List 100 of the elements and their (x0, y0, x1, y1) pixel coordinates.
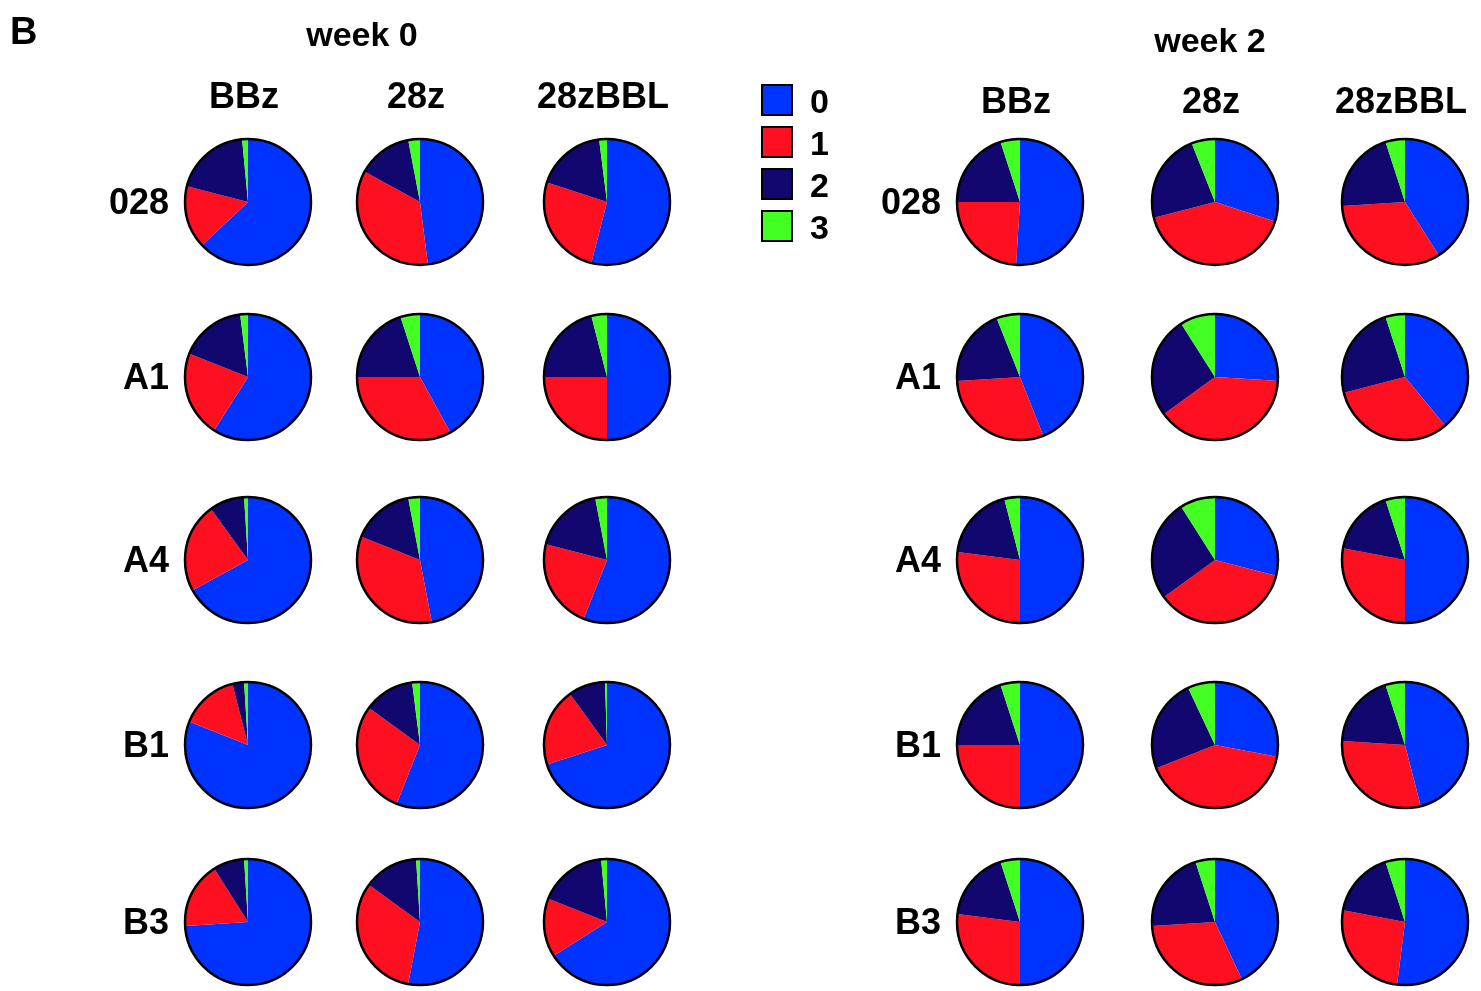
pie-slice (957, 862, 1020, 922)
text: A4 (122, 539, 169, 580)
pie-slice (1020, 497, 1083, 623)
chart-title: BBz (209, 75, 279, 116)
pie-slice (357, 707, 420, 804)
pie-slice (1215, 314, 1278, 381)
text: B1 (894, 724, 941, 765)
text: B1 (122, 724, 169, 765)
pie-slice (357, 377, 451, 440)
pie-slice (1004, 497, 1020, 560)
pie-slice (1342, 548, 1405, 623)
pie-slice (408, 859, 483, 985)
pie-slice (957, 745, 1020, 808)
pie-slice (1188, 682, 1215, 745)
pie-slice (553, 859, 670, 985)
pie-slice (408, 139, 420, 202)
pie-slice (595, 497, 607, 560)
pie-slice (185, 509, 248, 591)
pie-slice (1020, 314, 1083, 436)
chart-title: 28z (1181, 80, 1241, 121)
pie-slice (357, 536, 432, 623)
pie-slice (214, 314, 311, 440)
pie-slice (1385, 497, 1405, 560)
pie-slice (420, 314, 483, 433)
pie-slice (1152, 922, 1242, 985)
chart-title: 28zBBL (536, 75, 670, 116)
pie-slice (547, 682, 670, 808)
chart-title: BBz (981, 80, 1051, 121)
pie-slice (1342, 741, 1421, 808)
text: B (10, 10, 38, 52)
pie-slice (369, 682, 420, 745)
pie-slice (357, 317, 420, 377)
chart-title: 28zBBL (1334, 80, 1468, 121)
pie-slice (569, 682, 607, 745)
pie-slice (544, 315, 607, 377)
legend-label: 2 (810, 166, 829, 204)
pie-slice (547, 139, 607, 202)
pie-slice (544, 694, 607, 765)
pie-slice (357, 171, 428, 265)
pie-slice (1343, 500, 1405, 560)
pie-slice (1215, 497, 1278, 576)
pie-slice (1020, 859, 1083, 985)
pie-slice (957, 142, 1020, 202)
pie-slice (210, 497, 248, 560)
pie-slice (1164, 377, 1278, 440)
pie-slice (214, 859, 248, 922)
pie-slice (1000, 139, 1020, 202)
pie-slice (1385, 859, 1405, 922)
pie-slice (192, 497, 311, 623)
text: A1 (122, 356, 169, 397)
pie-slice (400, 314, 420, 377)
text: B3 (122, 901, 169, 942)
pie-slice (1153, 202, 1275, 265)
pie-slice (1215, 139, 1278, 222)
legend-label: 1 (810, 124, 829, 162)
pie-slice (1020, 682, 1083, 808)
pie-slice (1016, 139, 1083, 265)
pie-slice (1385, 139, 1405, 202)
text: A4 (894, 539, 941, 580)
chart-title: 28z (386, 75, 446, 116)
pie-slice (1181, 497, 1215, 560)
pie-slice (357, 884, 420, 984)
pie-slice (1215, 859, 1278, 979)
pie-slice (1152, 323, 1215, 415)
pie-slice (361, 498, 420, 560)
pie-slice (1342, 910, 1405, 985)
pie-slice (1342, 202, 1439, 265)
pie-slice (1156, 745, 1277, 808)
pie-slice (957, 914, 1020, 985)
pie-slice (591, 314, 607, 377)
pie-slice (369, 859, 420, 922)
pie-slice (1164, 560, 1277, 623)
pie-slice (957, 552, 1020, 623)
pie-slice (185, 868, 248, 926)
pie-slice (607, 314, 670, 440)
pie-slice (1195, 859, 1215, 922)
pie-slice (202, 139, 311, 265)
pie-slice (1405, 497, 1468, 623)
pie-slice (1405, 139, 1468, 256)
pie-slice (544, 182, 607, 264)
pie-slice (957, 202, 1020, 265)
pie-slice (1152, 862, 1215, 926)
text: week 2 (1153, 21, 1266, 59)
text: A1 (894, 356, 941, 397)
pie-slice (408, 497, 420, 560)
pie-slice (1397, 859, 1468, 985)
pie-slice (232, 682, 248, 745)
pie-slice (396, 682, 483, 808)
pie-slice (583, 497, 670, 623)
pie-slice (1405, 682, 1468, 807)
pie-slice (1215, 682, 1278, 757)
pie-slice (364, 140, 420, 202)
pie-slice (420, 497, 483, 622)
pie-slice (1181, 314, 1215, 377)
text: week 0 (305, 15, 418, 53)
pie-slice (996, 314, 1020, 377)
text: 028 (880, 181, 941, 222)
pie-slice (186, 139, 248, 202)
pie-slice (1342, 142, 1405, 206)
pie-slice (189, 314, 248, 377)
